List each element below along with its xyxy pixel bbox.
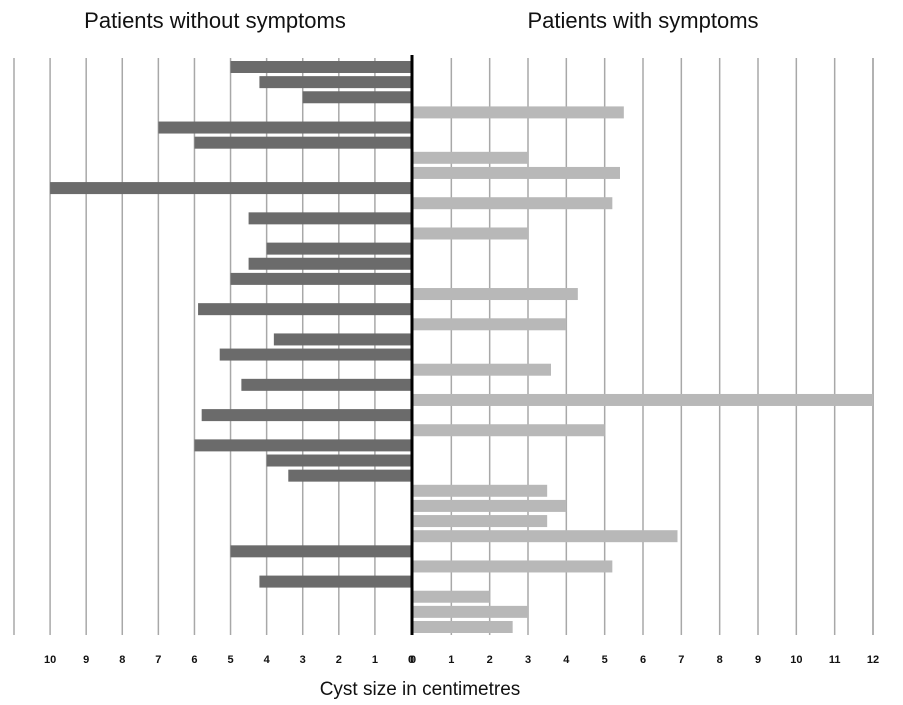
bar bbox=[198, 303, 411, 316]
bar bbox=[413, 515, 548, 528]
x-tick-label: 2 bbox=[487, 654, 493, 666]
bar bbox=[413, 621, 513, 633]
bar bbox=[201, 409, 411, 422]
bar bbox=[413, 499, 567, 512]
x-tick-label: 6 bbox=[640, 654, 646, 666]
bar bbox=[230, 545, 411, 558]
x-tick-label: 1 bbox=[448, 654, 454, 666]
bar bbox=[219, 348, 411, 361]
bar bbox=[288, 469, 411, 482]
x-tick-label: 2 bbox=[336, 654, 342, 666]
bar bbox=[259, 76, 411, 89]
x-tick-label: 3 bbox=[525, 654, 531, 666]
bar bbox=[248, 212, 411, 225]
x-tick-label: 9 bbox=[83, 654, 89, 666]
bar bbox=[413, 197, 613, 210]
bar bbox=[248, 257, 411, 270]
x-tick-label: 8 bbox=[717, 654, 723, 666]
bar bbox=[50, 182, 411, 195]
bar bbox=[413, 363, 551, 376]
bar bbox=[194, 136, 411, 149]
x-tick-label: 7 bbox=[155, 654, 161, 666]
bar bbox=[413, 484, 548, 497]
x-tick-label: 11 bbox=[829, 654, 841, 666]
bar bbox=[259, 575, 411, 588]
bar bbox=[266, 242, 411, 255]
x-tick-label: 4 bbox=[563, 654, 570, 666]
x-tick-label: 8 bbox=[119, 654, 125, 666]
bar bbox=[413, 424, 605, 437]
left-title: Patients without symptoms bbox=[84, 8, 346, 33]
x-tick-label: 0 bbox=[408, 654, 414, 666]
x-tick-label: 5 bbox=[602, 654, 608, 666]
x-tick-label: 7 bbox=[678, 654, 684, 666]
x-tick-label: 12 bbox=[867, 654, 879, 666]
x-tick-label: 3 bbox=[300, 654, 306, 666]
bar bbox=[302, 91, 411, 104]
bar bbox=[413, 590, 490, 603]
bar bbox=[413, 530, 678, 543]
right-title: Patients with symptoms bbox=[527, 8, 758, 33]
x-tick-label: 4 bbox=[264, 654, 271, 666]
x-tick-label: 0 bbox=[410, 654, 416, 666]
bar bbox=[230, 61, 411, 73]
x-tick-label: 5 bbox=[227, 654, 233, 666]
x-tick-label: 1 bbox=[372, 654, 378, 666]
x-tick-label: 9 bbox=[755, 654, 761, 666]
x-tick-label: 6 bbox=[191, 654, 197, 666]
x-axis-label: Cyst size in centimetres bbox=[320, 679, 521, 700]
bar bbox=[413, 151, 528, 164]
bar bbox=[413, 106, 624, 119]
x-tick-label: 10 bbox=[790, 654, 802, 666]
bar bbox=[413, 605, 528, 618]
bar bbox=[413, 166, 620, 179]
bar bbox=[413, 560, 613, 573]
bar bbox=[241, 378, 411, 391]
bar bbox=[413, 318, 567, 331]
bar bbox=[413, 393, 873, 406]
bar bbox=[273, 333, 411, 346]
bar bbox=[158, 121, 411, 134]
bar bbox=[413, 288, 578, 301]
x-tick-label: 10 bbox=[44, 654, 56, 666]
bar bbox=[230, 272, 411, 285]
bar bbox=[413, 227, 528, 240]
bar bbox=[194, 439, 411, 452]
bar bbox=[266, 454, 411, 467]
